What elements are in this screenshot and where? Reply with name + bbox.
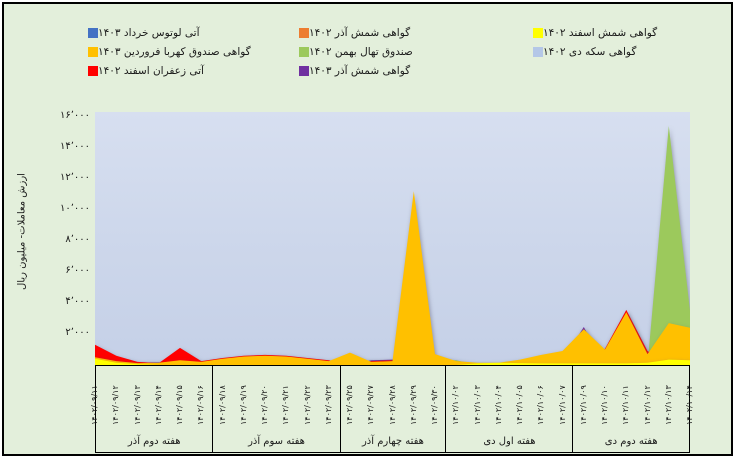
y-axis-tick-label: ۱۴٬۰۰۰: [59, 141, 90, 153]
legend-item: گواهی صندوق کهربا فروردین ۱۴۰۳: [82, 42, 251, 61]
week-group-label: هفته دوم دی: [604, 436, 658, 447]
y-axis-tick-label: ۱۶٬۰۰۰: [59, 110, 90, 122]
y-axis-tick-label: ۴٬۰۰۰: [65, 296, 90, 308]
legend-label: گواهی شمش اسفند ۱۴۰۲: [543, 26, 658, 39]
legend-label: آتی زعفران اسفند ۱۴۰۲: [98, 64, 204, 77]
legend-label: گواهی شمش آذر ۱۴۰۲: [309, 26, 411, 39]
legend-swatch-icon: [88, 65, 98, 76]
week-group-label: هفته سوم آذر: [248, 436, 305, 447]
legend-label: آتی لوتوس خرداد ۱۴۰۳: [98, 26, 200, 39]
week-group-label: هفته اول دی: [483, 436, 536, 447]
legend-item: گواهی سکه دی ۱۴۰۲: [527, 42, 657, 61]
legend-item: گواهی شمش آذر ۱۴۰۳: [293, 61, 413, 80]
legend-item: صندوق تهال بهمن ۱۴۰۲: [293, 42, 413, 61]
legend-item: آتی زعفران اسفند ۱۴۰۲: [82, 61, 251, 80]
legend-label: گواهی سکه دی ۱۴۰۲: [543, 45, 637, 58]
week-group-cell: هفته سوم آذر: [212, 366, 339, 452]
legend-column: گواهی شمش آذر ۱۴۰۲ صندوق تهال بهمن ۱۴۰۲ گو…: [293, 23, 413, 80]
week-group-cell: هفته اول دی: [445, 366, 572, 452]
legend-swatch-icon: [88, 46, 98, 57]
week-group-cell: هفته دوم دی: [572, 366, 688, 452]
area-series: [95, 191, 690, 365]
legend-swatch-icon: [299, 27, 309, 38]
legend-item: آتی لوتوس خرداد ۱۴۰۳: [82, 23, 251, 42]
legend-item: گواهی شمش آذر ۱۴۰۲: [293, 23, 413, 42]
y-axis-tick-label: ۲٬۰۰۰: [65, 327, 90, 339]
y-axis-tick-label: ۶٬۰۰۰: [65, 265, 90, 277]
legend-label: گواهی صندوق کهربا فروردین ۱۴۰۳: [98, 45, 251, 58]
y-axis-tick-label: ۱۲٬۰۰۰: [59, 172, 90, 184]
legend-label: گواهی شمش آذر ۱۴۰۳: [309, 64, 411, 77]
area-series-canvas: [95, 126, 690, 365]
x-axis-week-table: هفته دوم آذر هفته سوم آذر هفته چهارم آذر هف…: [95, 365, 690, 453]
week-group-cell: هفته دوم آذر: [96, 366, 212, 452]
legend-column: گواهی شمش اسفند ۱۴۰۲ گواهی سکه دی ۱۴۰۲: [527, 23, 657, 61]
area-series: [95, 358, 690, 365]
y-axis-tick-label: ۱۰٬۰۰۰: [59, 203, 90, 215]
week-group-label: هفته چهارم آذر: [361, 436, 424, 447]
plot-area: [95, 112, 690, 365]
week-group-cell: هفته چهارم آذر: [339, 366, 446, 452]
legend-swatch-icon: [299, 65, 309, 76]
y-axis-title: ارزش معاملات- میلیون ریال: [16, 173, 28, 290]
week-group-label: هفته دوم آذر: [127, 436, 181, 447]
legend-item: گواهی شمش اسفند ۱۴۰۲: [527, 23, 657, 42]
legend-label: صندوق تهال بهمن ۱۴۰۲: [309, 45, 413, 58]
legend-swatch-icon: [88, 27, 98, 38]
legend-swatch-icon: [533, 27, 543, 38]
legend-column: آتی لوتوس خرداد ۱۴۰۳ گواهی صندوق کهربا فر…: [82, 23, 251, 80]
y-axis-tick-label: ۸٬۰۰۰: [65, 234, 90, 246]
area-series: [95, 126, 690, 365]
legend-swatch-icon: [299, 46, 309, 57]
legend-swatch-icon: [533, 46, 543, 57]
